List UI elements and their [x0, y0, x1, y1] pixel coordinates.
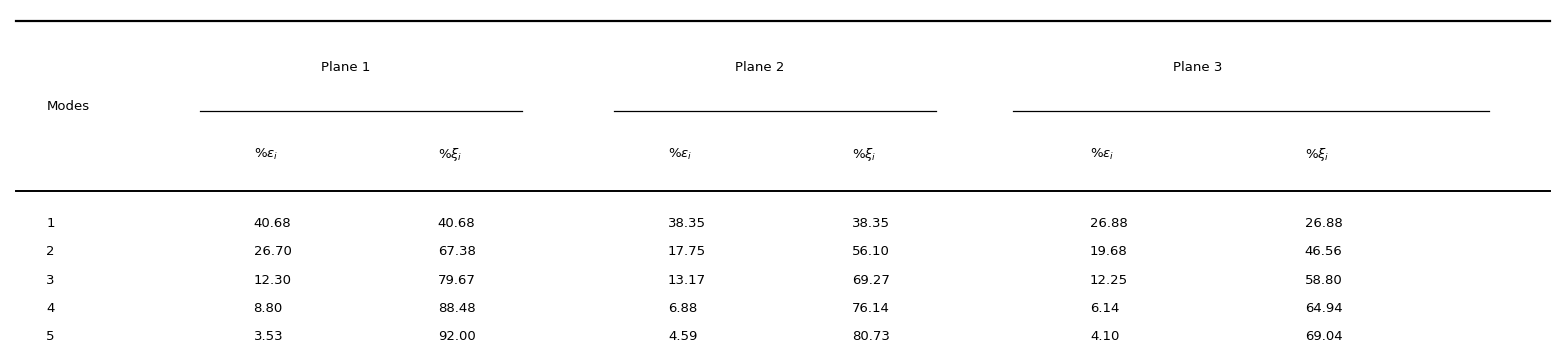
Text: 3: 3 — [47, 273, 55, 287]
Text: $\%\xi_i$: $\%\xi_i$ — [1304, 146, 1330, 163]
Text: 64.94: 64.94 — [1304, 302, 1342, 315]
Text: 26.88: 26.88 — [1304, 217, 1342, 230]
Text: 26.88: 26.88 — [1090, 217, 1128, 230]
Text: 40.68: 40.68 — [438, 217, 476, 230]
Text: 4.59: 4.59 — [667, 330, 697, 344]
Text: 67.38: 67.38 — [438, 245, 476, 258]
Text: 88.48: 88.48 — [438, 302, 476, 315]
Text: 3.53: 3.53 — [254, 330, 283, 344]
Text: 13.17: 13.17 — [667, 273, 706, 287]
Text: 1: 1 — [47, 217, 55, 230]
Text: 6.88: 6.88 — [667, 302, 697, 315]
Text: $\%\xi_i$: $\%\xi_i$ — [852, 146, 877, 163]
Text: 40.68: 40.68 — [254, 217, 291, 230]
Text: 8.80: 8.80 — [254, 302, 283, 315]
Text: 69.04: 69.04 — [1304, 330, 1342, 344]
Text: 92.00: 92.00 — [438, 330, 476, 344]
Text: 38.35: 38.35 — [667, 217, 706, 230]
Text: $\%\epsilon_i$: $\%\epsilon_i$ — [667, 147, 692, 162]
Text: 80.73: 80.73 — [852, 330, 889, 344]
Text: Plane 3: Plane 3 — [1173, 61, 1221, 74]
Text: 79.67: 79.67 — [438, 273, 476, 287]
Text: Modes: Modes — [47, 100, 89, 112]
Text: Plane 1: Plane 1 — [321, 61, 370, 74]
Text: 2: 2 — [47, 245, 55, 258]
Text: $\%\epsilon_i$: $\%\epsilon_i$ — [254, 147, 277, 162]
Text: 12.25: 12.25 — [1090, 273, 1128, 287]
Text: $\%\xi_i$: $\%\xi_i$ — [438, 146, 462, 163]
Text: 38.35: 38.35 — [852, 217, 889, 230]
Text: 69.27: 69.27 — [852, 273, 889, 287]
Text: 76.14: 76.14 — [852, 302, 889, 315]
Text: 4: 4 — [47, 302, 55, 315]
Text: Plane 2: Plane 2 — [736, 61, 785, 74]
Text: 46.56: 46.56 — [1304, 245, 1342, 258]
Text: 56.10: 56.10 — [852, 245, 889, 258]
Text: 4.10: 4.10 — [1090, 330, 1120, 344]
Text: 5: 5 — [47, 330, 55, 344]
Text: 12.30: 12.30 — [254, 273, 291, 287]
Text: 17.75: 17.75 — [667, 245, 706, 258]
Text: 26.70: 26.70 — [254, 245, 291, 258]
Text: 6.14: 6.14 — [1090, 302, 1120, 315]
Text: 19.68: 19.68 — [1090, 245, 1128, 258]
Text: $\%\epsilon_i$: $\%\epsilon_i$ — [1090, 147, 1115, 162]
Text: 58.80: 58.80 — [1304, 273, 1342, 287]
